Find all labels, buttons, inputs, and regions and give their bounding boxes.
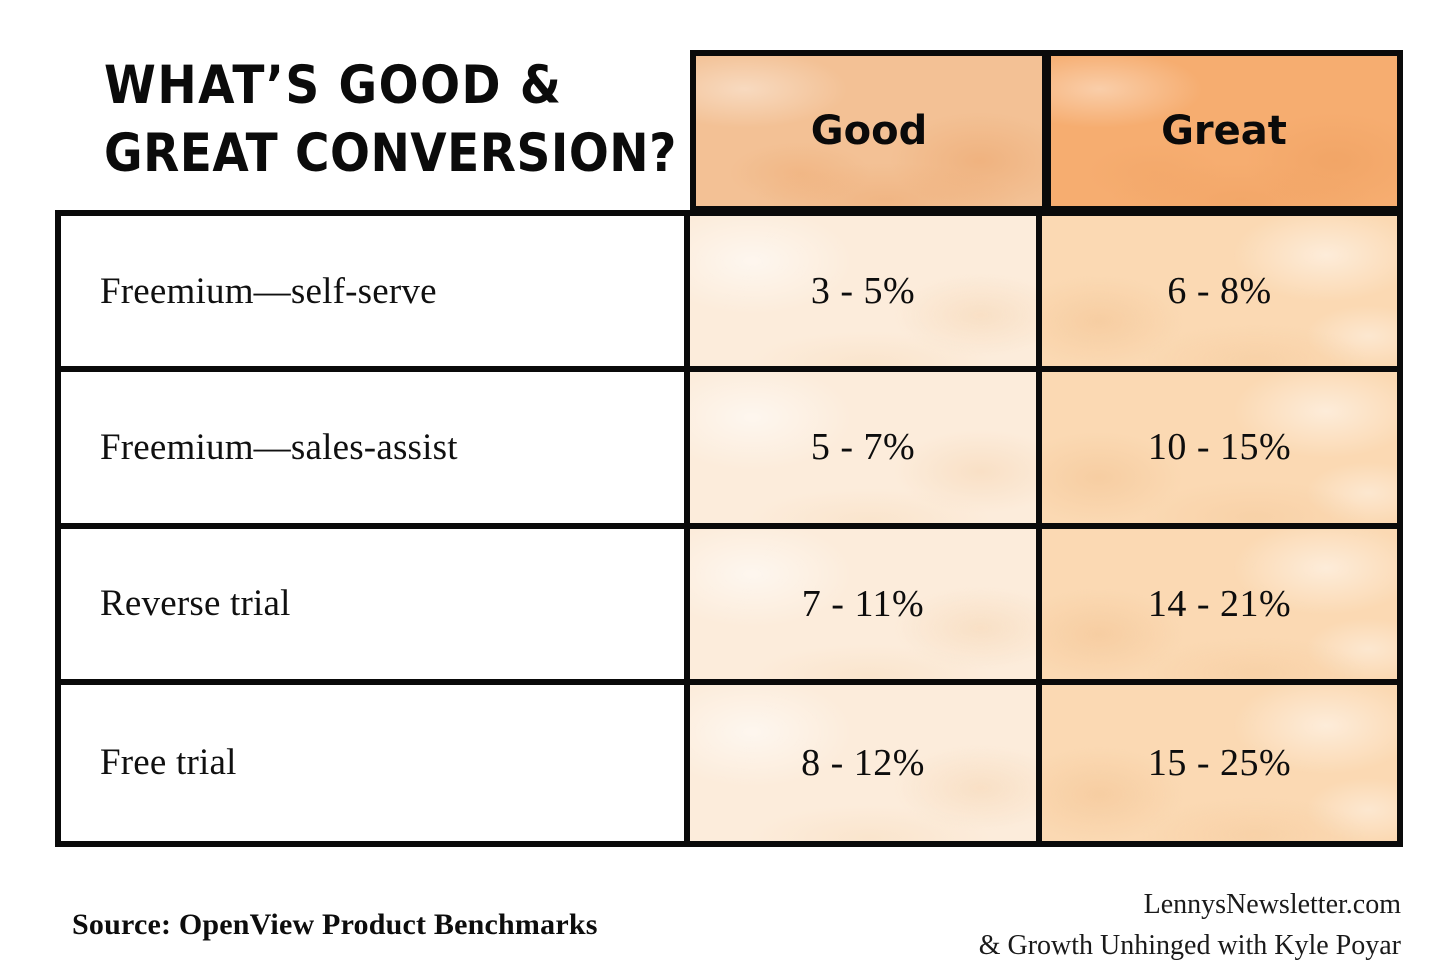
table-row: Freemium—self-serve	[61, 216, 690, 373]
column-header-great: Great	[1045, 50, 1403, 212]
cell-great-value: 14 - 21%	[1042, 528, 1397, 685]
cell-value-text: 7 - 11%	[801, 582, 925, 625]
column-header-good: Good	[690, 50, 1048, 212]
row-label: Reverse trial	[100, 583, 291, 625]
page-title: WHAT’S GOOD & GREAT CONVERSION?	[104, 48, 684, 185]
credit-block: LennysNewsletter.com & Growth Unhinged w…	[979, 884, 1401, 966]
cell-great-value: 10 - 15%	[1042, 372, 1397, 529]
cell-value-text: 3 - 5%	[810, 270, 916, 313]
column-header-great-label: Great	[1161, 108, 1287, 154]
cell-value-text: 14 - 21%	[1147, 582, 1292, 625]
source-note: Source: OpenView Product Benchmarks	[72, 908, 598, 941]
cell-value-text: 5 - 7%	[810, 426, 916, 469]
table-body: Freemium—self-serve 3 - 5% 6 - 8% Freemi…	[55, 210, 1403, 847]
page-title-line-1: WHAT’S GOOD &	[104, 54, 563, 117]
credit-authors: & Growth Unhinged with Kyle Poyar	[978, 930, 1401, 961]
cell-value-text: 6 - 8%	[1167, 270, 1272, 313]
cell-great-value: 15 - 25%	[1042, 684, 1397, 841]
table-header-row: Good Great	[690, 50, 1403, 212]
cell-good-value: 5 - 7%	[690, 372, 1042, 529]
row-label: Freemium—self-serve	[100, 270, 437, 312]
row-label: Free trial	[100, 742, 237, 784]
cell-value-text: 8 - 12%	[801, 741, 925, 784]
cell-good-value: 8 - 12%	[690, 684, 1042, 841]
cell-good-value: 7 - 11%	[690, 528, 1042, 685]
cell-value-text: 10 - 15%	[1147, 426, 1292, 469]
page-title-line-2: GREAT CONVERSION?	[104, 122, 677, 185]
row-label: Freemium—sales-assist	[100, 426, 458, 468]
column-header-good-label: Good	[810, 108, 928, 154]
cell-good-value: 3 - 5%	[690, 216, 1042, 373]
cell-value-text: 15 - 25%	[1147, 741, 1292, 784]
cell-great-value: 6 - 8%	[1042, 216, 1397, 373]
benchmark-table: Good Great Freemium—self-serve 3 - 5% 6 …	[55, 50, 1403, 847]
credit-newsletter-url: LennysNewsletter.com	[1143, 889, 1401, 920]
table-row: Reverse trial	[61, 528, 690, 685]
table-row: Freemium—sales-assist	[61, 372, 690, 529]
table-row: Free trial	[61, 684, 690, 841]
